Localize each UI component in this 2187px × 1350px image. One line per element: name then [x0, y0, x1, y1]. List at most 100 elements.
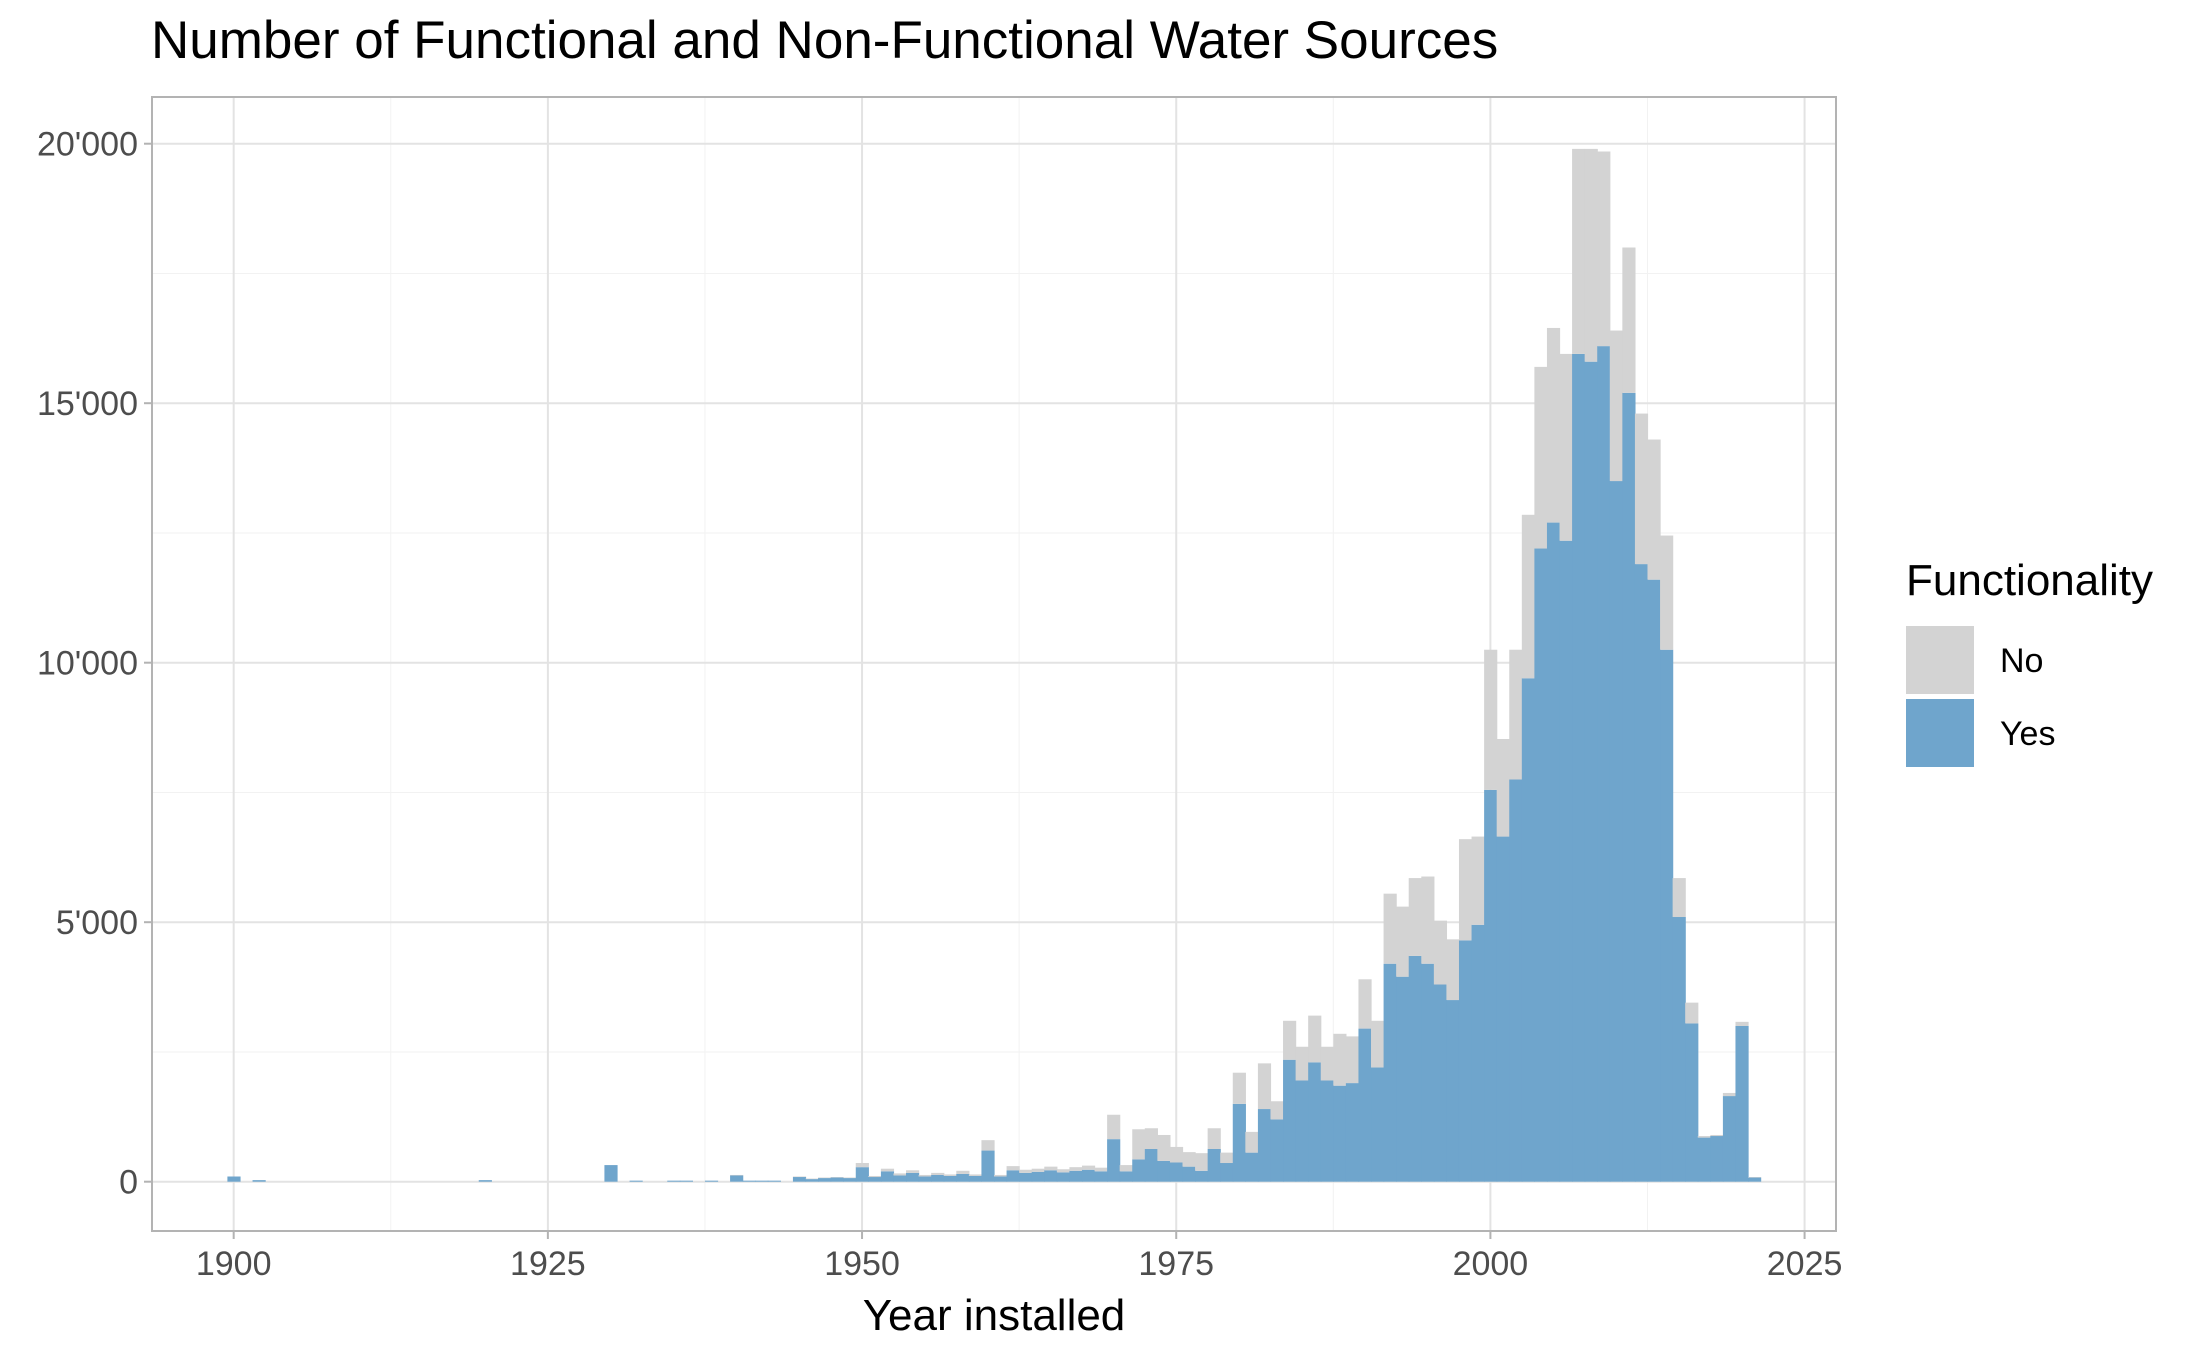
bar-yes [1748, 1177, 1762, 1182]
bar-yes [1371, 1067, 1385, 1182]
bar-yes [1559, 540, 1573, 1182]
bar-yes [1144, 1148, 1158, 1182]
bar-no [1270, 1101, 1284, 1120]
bar-yes [1572, 353, 1586, 1182]
bar-no [880, 1168, 895, 1172]
bar-yes [1220, 1163, 1234, 1182]
bar-yes [1232, 1103, 1246, 1182]
bar-yes [805, 1179, 819, 1182]
bar-no [1358, 979, 1372, 1029]
x-tick-label: 1975 [1138, 1245, 1214, 1283]
bar-yes [843, 1178, 857, 1182]
bar-yes [252, 1180, 266, 1182]
bar-yes [1383, 963, 1397, 1182]
bar-yes [1031, 1171, 1045, 1182]
bar-no [893, 1173, 907, 1176]
bar-yes [855, 1167, 869, 1182]
bar-yes [1634, 564, 1649, 1182]
legend-label-yes: Yes [2000, 715, 2055, 753]
bar-yes [1056, 1172, 1071, 1182]
y-tick-label: 10'000 [37, 645, 138, 683]
bar-no [830, 1177, 844, 1178]
bar-no [1320, 1046, 1334, 1081]
bar-yes [1408, 955, 1422, 1182]
bar-yes [1169, 1162, 1184, 1182]
bar-yes [1182, 1166, 1196, 1182]
bar-no [818, 1177, 832, 1179]
bar-yes [1421, 963, 1435, 1182]
bar-yes [1132, 1159, 1146, 1182]
y-tick-label: 20'000 [37, 126, 138, 164]
bar-yes [956, 1173, 970, 1182]
bar-no [1471, 836, 1485, 925]
bar-no [1232, 1072, 1246, 1104]
bar-no [730, 1174, 744, 1176]
bar-no [1421, 876, 1435, 964]
bar-yes [1546, 522, 1561, 1182]
bar-no [1396, 906, 1410, 977]
bar-yes [1270, 1119, 1284, 1182]
bar-no [1169, 1146, 1184, 1163]
bar-yes [893, 1175, 907, 1182]
bar-no [792, 1176, 807, 1178]
bar-yes [704, 1180, 719, 1182]
bar-no [918, 1174, 932, 1177]
bar-no [1484, 649, 1498, 790]
bar-no [1597, 151, 1611, 347]
bar-no [1257, 1063, 1272, 1110]
bar-yes [1584, 361, 1598, 1182]
bar-yes [1446, 1000, 1460, 1182]
bar-no [1647, 439, 1661, 580]
bar-yes [792, 1177, 807, 1182]
bar-no [1283, 1020, 1297, 1060]
bar-yes [1295, 1080, 1309, 1182]
bar-yes [1257, 1109, 1272, 1182]
bar-yes [818, 1178, 832, 1182]
bar-yes [994, 1176, 1008, 1182]
bar-no [994, 1174, 1008, 1177]
chart-title: Number of Functional and Non-Functional … [151, 11, 1499, 70]
bar-no [1019, 1169, 1033, 1173]
bar-yes [1345, 1083, 1360, 1182]
bar-yes [1697, 1137, 1711, 1182]
x-tick-label: 2025 [1767, 1245, 1843, 1283]
bar-no [1308, 1015, 1322, 1063]
bar-no [1572, 148, 1586, 354]
bar-no [1446, 939, 1460, 1001]
axis-layer: 1900 1925 1950 1975 2000 2025 0 5'000 10'000 15'0… [37, 126, 1842, 1283]
bar-no [981, 1140, 995, 1151]
bar-yes [1685, 1023, 1699, 1182]
x-axis-title: Year installed [863, 1291, 1126, 1340]
bar-yes [1019, 1172, 1033, 1182]
bar-no [1697, 1136, 1711, 1138]
bar-no [1144, 1128, 1158, 1149]
legend-key-yes [1906, 699, 1974, 767]
bar-yes [1647, 579, 1661, 1182]
bar-no [906, 1170, 920, 1173]
bar-no [1710, 1134, 1724, 1137]
bar-yes [943, 1175, 957, 1182]
bar-no [1584, 148, 1598, 362]
bar-yes [755, 1180, 769, 1182]
bar-yes [1496, 836, 1510, 1182]
bar-no [1069, 1167, 1083, 1171]
bar-yes [730, 1175, 744, 1182]
bar-no [1107, 1114, 1121, 1140]
bar-yes [880, 1171, 895, 1182]
bar-yes [1283, 1059, 1297, 1182]
bar-yes [968, 1175, 983, 1182]
x-tick-label: 1925 [510, 1245, 586, 1283]
bar-yes [1081, 1169, 1096, 1182]
bar-yes [1609, 481, 1623, 1182]
bar-no [1182, 1152, 1196, 1167]
bar-yes [830, 1177, 844, 1182]
bar-no [1345, 1036, 1360, 1084]
bar-yes [1622, 392, 1636, 1182]
bar-yes [918, 1176, 932, 1182]
bars-layer [227, 148, 1762, 1182]
x-tick-label: 1950 [824, 1245, 900, 1283]
bar-yes [1195, 1170, 1209, 1182]
bar-no [1207, 1128, 1221, 1149]
bar-no [1195, 1153, 1209, 1171]
